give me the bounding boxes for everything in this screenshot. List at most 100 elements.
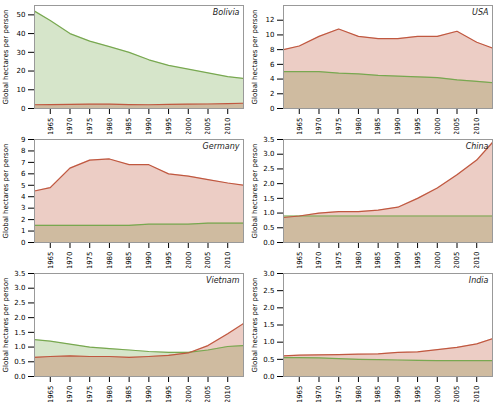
svg-text:1980: 1980 (355, 386, 363, 403)
svg-text:1975: 1975 (86, 252, 94, 269)
svg-text:8: 8 (270, 46, 274, 54)
svg-text:0.0: 0.0 (14, 373, 25, 381)
svg-text:Global hectares per person: Global hectares per person (2, 144, 10, 239)
svg-text:2000: 2000 (434, 386, 442, 403)
svg-text:3.0: 3.0 (263, 270, 274, 278)
svg-text:1: 1 (21, 227, 25, 235)
svg-text:1965: 1965 (47, 386, 55, 403)
svg-text:2000: 2000 (185, 118, 193, 135)
svg-text:1990: 1990 (145, 118, 153, 135)
svg-text:1990: 1990 (394, 118, 402, 135)
svg-text:India: India (469, 276, 489, 285)
svg-text:2010: 2010 (224, 252, 232, 269)
svg-text:2010: 2010 (473, 252, 481, 269)
svg-text:4: 4 (270, 75, 275, 83)
svg-text:3.5: 3.5 (263, 136, 274, 144)
svg-text:2000: 2000 (434, 118, 442, 135)
svg-text:2005: 2005 (204, 118, 212, 135)
svg-text:8: 8 (21, 147, 25, 155)
svg-text:2.0: 2.0 (263, 180, 274, 188)
svg-text:1970: 1970 (315, 118, 323, 135)
svg-text:20: 20 (17, 67, 26, 75)
svg-text:Global hectares per person: Global hectares per person (2, 278, 10, 373)
svg-text:Global hectares per person: Global hectares per person (251, 278, 259, 373)
svg-text:1985: 1985 (374, 252, 382, 269)
svg-text:0: 0 (21, 239, 25, 247)
svg-text:7: 7 (21, 159, 25, 167)
svg-text:2: 2 (21, 216, 25, 224)
svg-text:Global hectares per person: Global hectares per person (2, 10, 10, 105)
svg-text:Global hectares per person: Global hectares per person (251, 144, 259, 239)
svg-text:1965: 1965 (47, 252, 55, 269)
svg-text:5: 5 (21, 182, 25, 190)
svg-text:3.5: 3.5 (14, 270, 25, 278)
svg-text:1995: 1995 (414, 386, 422, 403)
svg-text:6: 6 (21, 170, 26, 178)
svg-text:10: 10 (266, 31, 275, 39)
svg-text:1970: 1970 (315, 252, 323, 269)
svg-text:0: 0 (270, 105, 274, 113)
svg-text:China: China (466, 142, 489, 151)
svg-text:1975: 1975 (86, 118, 94, 135)
svg-text:1.0: 1.0 (263, 209, 274, 217)
svg-text:40: 40 (17, 30, 26, 38)
svg-text:2000: 2000 (434, 252, 442, 269)
svg-text:1965: 1965 (296, 386, 304, 403)
svg-text:2.5: 2.5 (14, 299, 25, 307)
svg-text:0.5: 0.5 (263, 356, 274, 364)
svg-text:2005: 2005 (453, 118, 461, 135)
svg-text:1965: 1965 (296, 252, 304, 269)
svg-text:1975: 1975 (86, 386, 94, 403)
svg-text:2005: 2005 (453, 386, 461, 403)
svg-text:Germany: Germany (203, 142, 240, 151)
svg-text:1.5: 1.5 (263, 195, 274, 203)
svg-text:0: 0 (21, 105, 25, 113)
svg-text:1980: 1980 (106, 118, 114, 135)
svg-text:1985: 1985 (125, 252, 133, 269)
svg-text:1990: 1990 (145, 386, 153, 403)
svg-text:1970: 1970 (66, 252, 74, 269)
svg-text:1985: 1985 (125, 118, 133, 135)
svg-text:12: 12 (266, 16, 275, 24)
svg-text:2005: 2005 (453, 252, 461, 269)
svg-text:1995: 1995 (165, 386, 173, 403)
svg-text:1975: 1975 (335, 252, 343, 269)
svg-text:USA: USA (472, 8, 488, 17)
svg-text:1995: 1995 (165, 118, 173, 135)
svg-text:1985: 1985 (125, 386, 133, 403)
svg-text:0.5: 0.5 (263, 224, 274, 232)
svg-text:1985: 1985 (374, 386, 382, 403)
svg-text:2.0: 2.0 (263, 304, 274, 312)
svg-text:1965: 1965 (296, 118, 304, 135)
svg-text:2010: 2010 (224, 386, 232, 403)
svg-text:Bolivia: Bolivia (213, 8, 240, 17)
svg-text:0.5: 0.5 (14, 358, 25, 366)
svg-text:1970: 1970 (66, 118, 74, 135)
svg-text:0.0: 0.0 (263, 373, 274, 381)
svg-text:1.0: 1.0 (263, 338, 274, 346)
svg-text:2.5: 2.5 (263, 287, 274, 295)
svg-text:3.0: 3.0 (14, 284, 25, 292)
svg-text:2.5: 2.5 (263, 165, 274, 173)
svg-text:2010: 2010 (473, 386, 481, 403)
svg-text:2000: 2000 (185, 386, 193, 403)
svg-text:1995: 1995 (414, 118, 422, 135)
svg-text:1990: 1990 (145, 252, 153, 269)
svg-text:1980: 1980 (106, 386, 114, 403)
svg-text:1980: 1980 (106, 252, 114, 269)
svg-text:1.5: 1.5 (14, 329, 25, 337)
svg-text:1975: 1975 (335, 118, 343, 135)
svg-text:1970: 1970 (66, 386, 74, 403)
svg-text:1980: 1980 (355, 118, 363, 135)
svg-text:2005: 2005 (204, 252, 212, 269)
svg-text:1.5: 1.5 (263, 321, 274, 329)
svg-text:2.0: 2.0 (14, 314, 25, 322)
svg-text:1995: 1995 (414, 252, 422, 269)
svg-text:1965: 1965 (47, 118, 55, 135)
svg-text:1970: 1970 (315, 386, 323, 403)
svg-text:0.0: 0.0 (263, 239, 274, 247)
svg-text:1975: 1975 (335, 386, 343, 403)
svg-text:4: 4 (21, 193, 26, 201)
svg-text:50: 50 (17, 11, 26, 19)
svg-text:Vietnam: Vietnam (206, 276, 240, 285)
